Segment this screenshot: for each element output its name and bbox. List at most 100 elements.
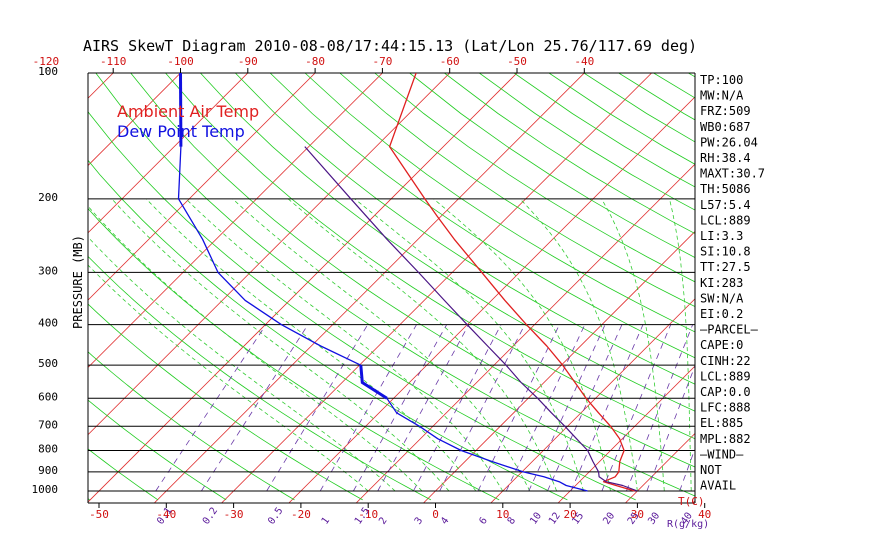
mixing-ratio-label: 0.5: [266, 506, 285, 527]
mixing-ratio-line: [477, 324, 560, 492]
mixing-ratio-label: 4: [439, 515, 451, 526]
dry-adiabat-line: [200, 73, 695, 412]
moist-adiabat-line: [433, 198, 611, 492]
series-line-ambient-air-temp: [388, 73, 635, 492]
temp-unit-label: T(C): [678, 495, 705, 508]
mixing-ratio-label: 12: [547, 511, 563, 527]
mixing-ratio-label: 2: [377, 515, 389, 526]
isotherm-line: [221, 73, 653, 503]
pressure-tick-label: 800: [38, 442, 58, 455]
legend-entry: Ambient Air Temp: [117, 102, 259, 121]
dry-adiabat-line: [828, 73, 870, 500]
top-temp-tick-label: -120: [33, 55, 60, 68]
series-thick-segment: [359, 365, 388, 400]
isotherm-line: [88, 73, 249, 234]
index-entry: SW:N/A: [700, 291, 744, 305]
top-temp-tick-label: -40: [574, 55, 594, 68]
bottom-temp-tick-label: -50: [89, 508, 109, 521]
mixing-ratio-line: [626, 324, 694, 492]
index-entry: –PARCEL–: [700, 323, 759, 337]
dry-adiabat-line: [88, 110, 636, 501]
mixing-ratio-line: [155, 324, 267, 492]
isotherm-line: [288, 96, 695, 503]
dry-adiabat-line: [88, 159, 568, 501]
top-temp-tick-label: -50: [507, 55, 527, 68]
bottom-temp-tick-label: 20: [563, 508, 576, 521]
mixing-ratio-label: 30: [646, 511, 662, 527]
isotherm-line: [88, 73, 316, 301]
isotherm-line: [88, 73, 383, 368]
top-temp-tick-label: -80: [305, 55, 325, 68]
isotherm-line: [88, 73, 451, 436]
dry-adiabat-line: [235, 73, 695, 385]
isotherm-line: [153, 73, 585, 503]
bottom-temp-tick-label: 0: [432, 508, 439, 521]
bottom-temp-tick-label: 30: [631, 508, 644, 521]
dry-adiabat-line: [758, 73, 870, 500]
mixing-ratio-line: [601, 324, 672, 492]
sounding-series: [177, 73, 638, 492]
dry-adiabat-line: [95, 73, 695, 497]
mixing-ratio-line: [413, 324, 502, 492]
mixing-ratio-label: 10: [528, 511, 544, 527]
isotherm-line: [422, 230, 695, 503]
legend-entry: Dew Point Temp: [117, 122, 245, 141]
bottom-temp-tick-label: 40: [698, 508, 711, 521]
bottom-temp-tick-label: -40: [156, 508, 176, 521]
moist-adiabat-line: [669, 198, 692, 491]
pressure-tick-label: 600: [38, 390, 58, 403]
top-temp-tick-label: -90: [238, 55, 258, 68]
mixing-ratio-label: 1: [320, 515, 332, 526]
mixing-ratio-label: 0.2: [201, 506, 220, 527]
top-temp-tick-label: -70: [372, 55, 392, 68]
moist-adiabat-line: [88, 236, 396, 492]
mixing-ratio-line: [646, 364, 695, 492]
index-entry: LCL:889: [700, 213, 751, 227]
isotherm-line: [88, 73, 182, 167]
pressure-tick-label: 1000: [32, 483, 59, 496]
index-entry: MAXT:30.7: [700, 167, 765, 181]
index-entry: –WIND–: [700, 447, 744, 461]
index-entry: MPL:882: [700, 432, 751, 446]
dry-adiabat-line: [269, 73, 695, 359]
pressure-tick-label: 500: [38, 357, 58, 370]
index-entry: RH:38.4: [700, 151, 751, 165]
y-axis-label: PRESSURE (MB): [71, 235, 85, 329]
dry-adiabat-line: [88, 399, 227, 501]
index-entry: NOT: [700, 463, 722, 477]
moist-adiabat-line: [287, 198, 557, 492]
index-entry: TH:5086: [700, 182, 751, 196]
moist-adiabat-line: [111, 198, 450, 492]
mixing-ratio-line: [439, 324, 526, 492]
dry-adiabat-line: [793, 73, 870, 500]
index-entry: PW:26.04: [700, 135, 758, 149]
index-entry: LI:3.3: [700, 229, 743, 243]
dry-adiabat-line: [374, 73, 695, 283]
index-entry: CAP:0.0: [700, 385, 751, 399]
index-entry: TT:27.5: [700, 260, 751, 274]
bottom-temp-tick-label: -10: [358, 508, 378, 521]
pressure-tick-label: 700: [38, 418, 58, 431]
top-temp-tick-label: -110: [100, 55, 127, 68]
dry-adiabat-line: [339, 73, 695, 308]
mixing-ratio-line: [547, 324, 623, 492]
dry-adiabat-line: [88, 207, 500, 501]
dry-adiabat-line: [304, 73, 695, 333]
index-entry: LFC:888: [700, 401, 751, 415]
series-line-parcel-path: [304, 146, 638, 492]
mixing-ratio-unit-label: R(g/kg): [667, 519, 709, 530]
dry-adiabat-line: [88, 351, 295, 501]
moist-adiabat-line: [88, 205, 423, 492]
isotherm-line: [557, 365, 695, 503]
index-entry: MW:N/A: [700, 89, 744, 103]
mixing-ratio-label: 6: [477, 515, 489, 526]
index-entry: KI:283: [700, 276, 743, 290]
mixing-ratio-label: 3: [413, 515, 425, 526]
pressure-tick-label: 400: [38, 317, 58, 330]
pressure-tick-label: 100: [38, 65, 58, 78]
pressure-grid: [87, 72, 696, 504]
bottom-temp-tick-label: 10: [496, 508, 509, 521]
mixing-ratio-line: [377, 324, 470, 492]
